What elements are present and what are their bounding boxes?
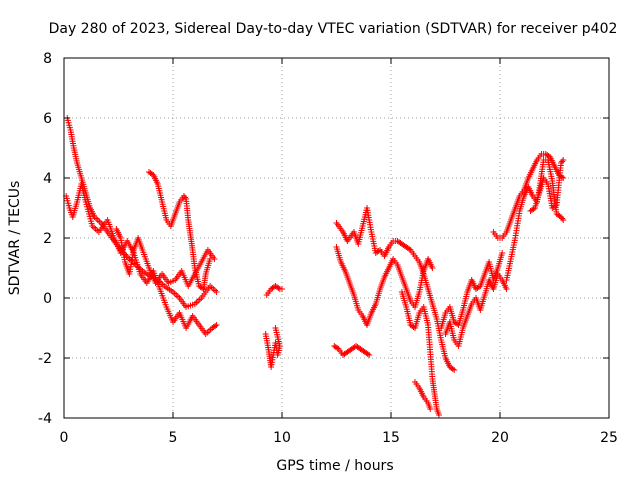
x-tick-label: 20 — [491, 430, 509, 446]
x-axis-ticks: 0 5 10 15 20 25 — [60, 58, 618, 446]
data-point — [364, 351, 371, 357]
x-tick-label: 0 — [60, 430, 69, 446]
data-point — [560, 157, 567, 163]
data-points — [63, 115, 567, 418]
x-tick-label: 25 — [600, 430, 618, 446]
data-point — [560, 217, 567, 223]
data-point — [429, 265, 436, 271]
y-tick-label: -4 — [38, 411, 52, 427]
data-point — [449, 366, 456, 372]
y-axis-label: SDTVAR / TECUs — [7, 181, 23, 296]
y-tick-label: 4 — [43, 171, 52, 187]
data-point — [503, 286, 510, 292]
y-tick-label: 2 — [43, 231, 52, 247]
data-point — [530, 206, 537, 212]
data-point — [552, 203, 559, 209]
data-point — [212, 323, 219, 329]
x-tick-label: 5 — [169, 430, 178, 446]
data-point — [406, 246, 413, 252]
grid — [64, 58, 609, 418]
x-tick-label: 10 — [273, 430, 291, 446]
y-tick-label: -2 — [38, 351, 52, 367]
y-tick-label: 0 — [43, 291, 52, 307]
data-point — [366, 352, 373, 358]
y-tick-label: 8 — [43, 51, 52, 67]
data-point — [427, 406, 434, 412]
data-point — [334, 345, 341, 351]
data-point — [435, 412, 442, 418]
data-point — [213, 322, 220, 328]
data-point — [499, 250, 506, 256]
x-tick-label: 15 — [382, 430, 400, 446]
x-axis-label: GPS time / hours — [276, 458, 393, 474]
chart-title: Day 280 of 2023, Sidereal Day-to-day VTE… — [49, 21, 618, 37]
data-point — [272, 325, 279, 331]
data-point — [207, 256, 214, 262]
y-tick-label: 6 — [43, 111, 52, 127]
y-axis-ticks: -4 -2 0 2 4 6 8 — [38, 51, 609, 427]
data-point — [451, 367, 458, 373]
data-point — [559, 158, 566, 165]
data-point — [275, 285, 282, 291]
data-point — [279, 286, 285, 292]
data-point — [213, 289, 220, 295]
data-point — [375, 248, 382, 254]
